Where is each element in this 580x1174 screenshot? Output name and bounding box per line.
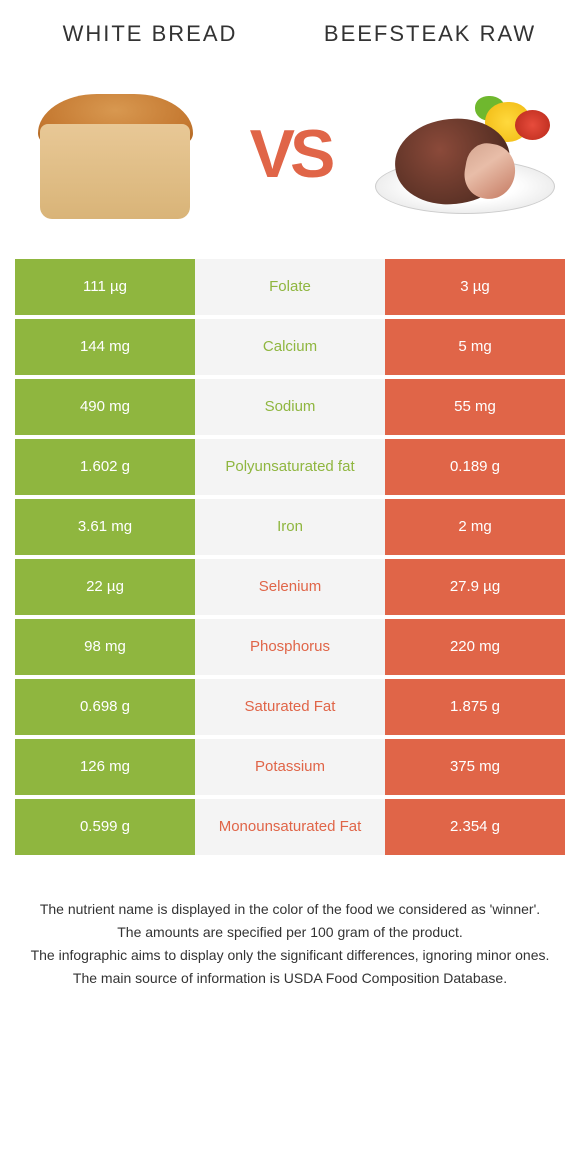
value-left: 0.599 g <box>15 799 195 855</box>
bread-icon <box>30 89 200 219</box>
title-left: White Bread <box>24 20 276 49</box>
value-left: 0.698 g <box>15 679 195 735</box>
value-right: 55 mg <box>385 379 565 435</box>
nutrient-name: Monounsaturated Fat <box>195 799 385 855</box>
footer-line: The main source of information is USDA F… <box>30 968 550 989</box>
nutrient-name: Polyunsaturated fat <box>195 439 385 495</box>
title-right: Beefsteak Raw <box>304 20 556 49</box>
nutrient-name: Selenium <box>195 559 385 615</box>
table-row: 1.602 gPolyunsaturated fat0.189 g <box>15 439 565 495</box>
value-right: 375 mg <box>385 739 565 795</box>
table-row: 126 mgPotassium375 mg <box>15 739 565 795</box>
vs-label: VS <box>250 115 331 193</box>
value-left: 144 mg <box>15 319 195 375</box>
value-right: 0.189 g <box>385 439 565 495</box>
value-left: 22 µg <box>15 559 195 615</box>
food-image-left <box>20 79 210 229</box>
nutrient-name: Sodium <box>195 379 385 435</box>
table-row: 3.61 mgIron2 mg <box>15 499 565 555</box>
nutrient-name: Saturated Fat <box>195 679 385 735</box>
table-row: 22 µgSelenium27.9 µg <box>15 559 565 615</box>
value-left: 98 mg <box>15 619 195 675</box>
value-right: 3 µg <box>385 259 565 315</box>
value-left: 490 mg <box>15 379 195 435</box>
table-row: 0.599 gMonounsaturated Fat2.354 g <box>15 799 565 855</box>
value-left: 1.602 g <box>15 439 195 495</box>
vs-row: VS <box>0 59 580 259</box>
titles-row: White Bread Beefsteak Raw <box>0 0 580 59</box>
food-image-right <box>370 79 560 229</box>
steak-icon <box>370 84 560 224</box>
footer-notes: The nutrient name is displayed in the co… <box>0 859 580 1011</box>
table-row: 111 µgFolate3 µg <box>15 259 565 315</box>
nutrient-name: Phosphorus <box>195 619 385 675</box>
value-right: 27.9 µg <box>385 559 565 615</box>
footer-line: The infographic aims to display only the… <box>30 945 550 966</box>
value-left: 111 µg <box>15 259 195 315</box>
value-right: 1.875 g <box>385 679 565 735</box>
table-row: 144 mgCalcium5 mg <box>15 319 565 375</box>
nutrient-name: Potassium <box>195 739 385 795</box>
value-right: 220 mg <box>385 619 565 675</box>
value-right: 2 mg <box>385 499 565 555</box>
value-left: 126 mg <box>15 739 195 795</box>
table-row: 490 mgSodium55 mg <box>15 379 565 435</box>
nutrient-name: Calcium <box>195 319 385 375</box>
table-row: 0.698 gSaturated Fat1.875 g <box>15 679 565 735</box>
nutrient-name: Folate <box>195 259 385 315</box>
value-right: 5 mg <box>385 319 565 375</box>
value-left: 3.61 mg <box>15 499 195 555</box>
table-row: 98 mgPhosphorus220 mg <box>15 619 565 675</box>
footer-line: The nutrient name is displayed in the co… <box>30 899 550 920</box>
footer-line: The amounts are specified per 100 gram o… <box>30 922 550 943</box>
value-right: 2.354 g <box>385 799 565 855</box>
nutrient-table: 111 µgFolate3 µg144 mgCalcium5 mg490 mgS… <box>15 259 565 855</box>
nutrient-name: Iron <box>195 499 385 555</box>
